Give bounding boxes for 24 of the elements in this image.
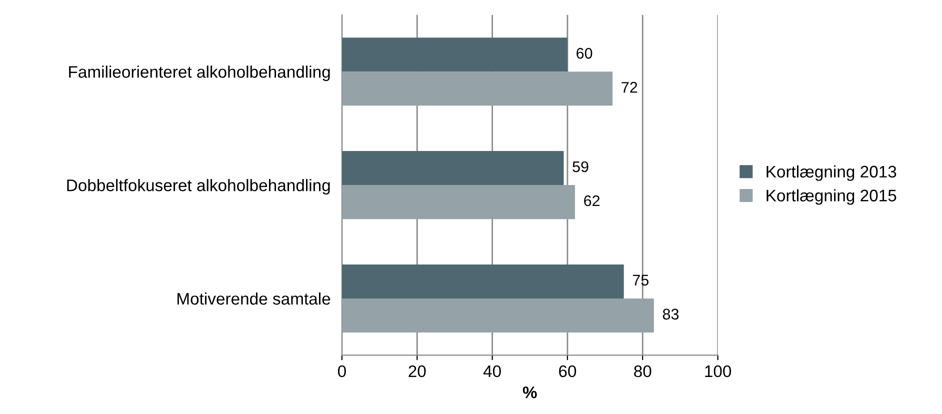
- data-label: 62: [584, 195, 600, 206]
- data-label: 60: [576, 48, 592, 59]
- x-tick-label: 80: [634, 365, 652, 378]
- y-tick-label: Familieorienteret alkoholbehandling: [69, 66, 330, 82]
- x-tick-label: 100: [705, 365, 732, 378]
- x-tick-label: 40: [483, 365, 501, 378]
- bar: [342, 38, 568, 72]
- y-tick-label: Motiverende samtale: [178, 292, 330, 305]
- x-tick-label: 20: [408, 365, 426, 378]
- x-tick-label: 0: [338, 365, 346, 378]
- y-tick-label: Dobbeltfokuseret alkoholbehandling: [67, 179, 330, 195]
- bar: [342, 151, 564, 186]
- bar: [342, 264, 624, 298]
- x-axis-title: %: [522, 386, 537, 398]
- data-label: 75: [632, 274, 649, 286]
- bar: [342, 72, 613, 106]
- data-label: 83: [662, 308, 679, 320]
- data-label: 59: [572, 161, 588, 172]
- x-tick-label: 60: [559, 365, 576, 378]
- legend-label: Kortlægning 2015: [766, 189, 896, 205]
- legend-label: Kortlægning 2013: [766, 165, 896, 181]
- data-label: 72: [622, 82, 638, 93]
- bar: [342, 185, 575, 220]
- bar: [342, 298, 654, 333]
